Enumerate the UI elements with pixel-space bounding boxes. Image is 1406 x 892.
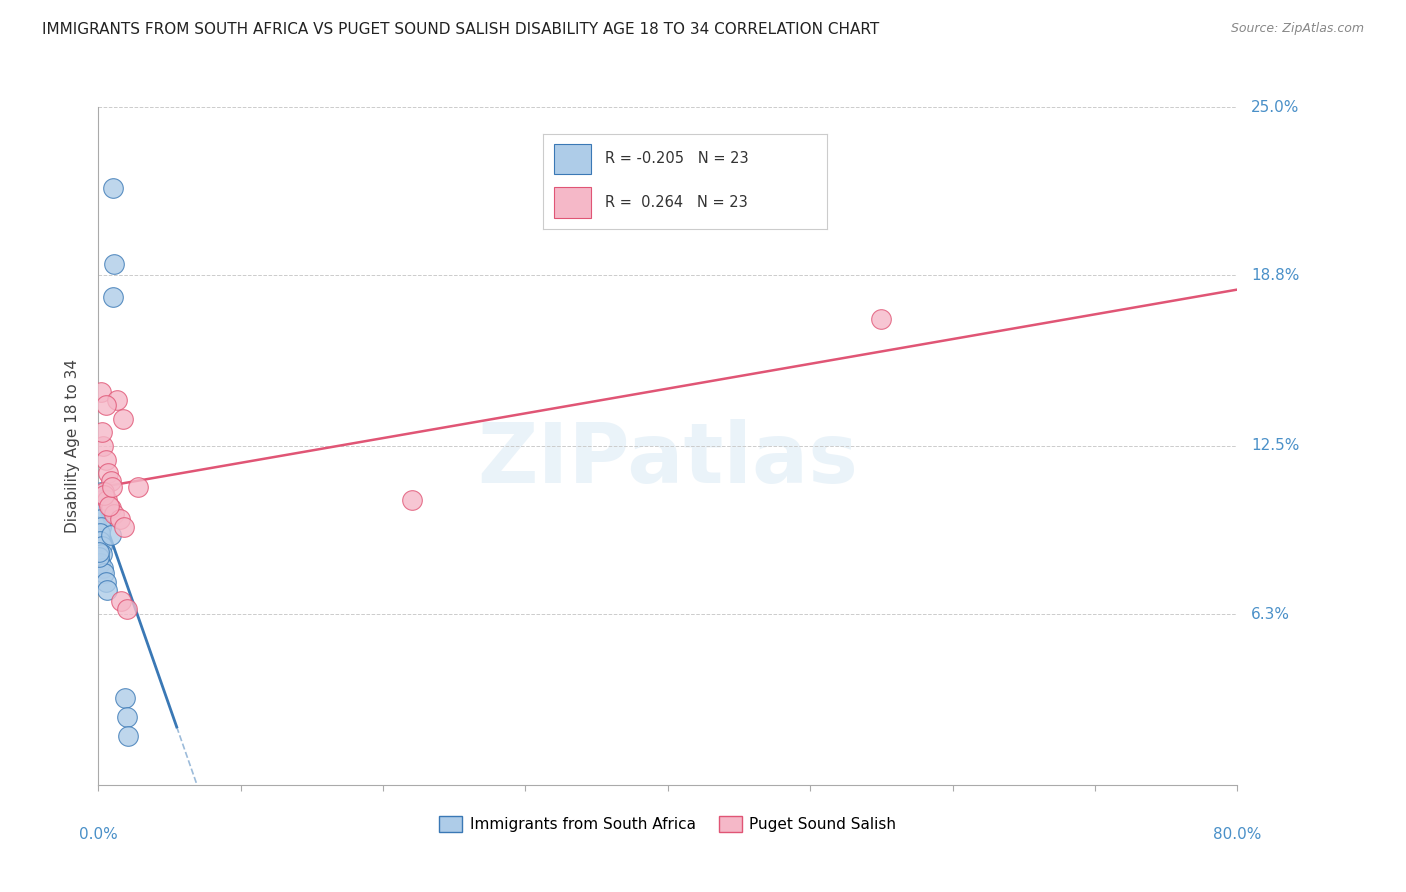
Point bbox=[127, 480, 149, 494]
Text: Source: ZipAtlas.com: Source: ZipAtlas.com bbox=[1230, 22, 1364, 36]
Point bbox=[117, 729, 139, 743]
Point bbox=[90, 520, 112, 534]
Point bbox=[93, 566, 115, 581]
Point bbox=[94, 574, 117, 589]
Point bbox=[90, 539, 112, 553]
Point bbox=[110, 593, 132, 607]
Point bbox=[93, 488, 115, 502]
Point bbox=[98, 499, 121, 513]
Point bbox=[90, 384, 112, 399]
Point bbox=[870, 311, 893, 326]
Legend: Immigrants from South Africa, Puget Sound Salish: Immigrants from South Africa, Puget Soun… bbox=[433, 810, 903, 838]
Point bbox=[103, 290, 125, 304]
Point bbox=[112, 520, 135, 534]
Point bbox=[94, 452, 117, 467]
Point bbox=[97, 466, 120, 480]
Point bbox=[89, 525, 111, 540]
Point bbox=[91, 548, 114, 562]
Point bbox=[401, 493, 423, 508]
Point bbox=[100, 501, 122, 516]
Point bbox=[114, 691, 136, 706]
Point bbox=[89, 533, 111, 548]
Point bbox=[100, 528, 122, 542]
Text: 80.0%: 80.0% bbox=[1213, 827, 1261, 842]
Y-axis label: Disability Age 18 to 34: Disability Age 18 to 34 bbox=[65, 359, 80, 533]
Point bbox=[103, 507, 125, 521]
Point bbox=[93, 561, 115, 575]
Point bbox=[105, 392, 128, 407]
Point bbox=[103, 257, 125, 271]
Point bbox=[100, 475, 122, 489]
Point bbox=[90, 485, 112, 500]
Text: 6.3%: 6.3% bbox=[1251, 607, 1291, 622]
Text: 0.0%: 0.0% bbox=[79, 827, 118, 842]
Point bbox=[90, 512, 112, 526]
Point bbox=[93, 485, 115, 500]
Point bbox=[96, 493, 118, 508]
Point bbox=[93, 439, 115, 453]
Point bbox=[111, 412, 134, 426]
Text: IMMIGRANTS FROM SOUTH AFRICA VS PUGET SOUND SALISH DISABILITY AGE 18 TO 34 CORRE: IMMIGRANTS FROM SOUTH AFRICA VS PUGET SO… bbox=[42, 22, 879, 37]
Point bbox=[91, 501, 114, 516]
Text: ZIPatlas: ZIPatlas bbox=[478, 419, 858, 500]
Point bbox=[89, 550, 111, 565]
Text: 25.0%: 25.0% bbox=[1251, 100, 1299, 114]
Point bbox=[91, 425, 114, 440]
Point bbox=[89, 556, 111, 570]
Point bbox=[89, 545, 111, 559]
Point bbox=[115, 601, 138, 615]
Point bbox=[108, 512, 131, 526]
Point bbox=[101, 480, 124, 494]
Text: 12.5%: 12.5% bbox=[1251, 439, 1299, 453]
Point bbox=[115, 710, 138, 724]
Point bbox=[91, 493, 114, 508]
Point bbox=[96, 398, 118, 412]
Point bbox=[96, 582, 118, 597]
Text: 18.8%: 18.8% bbox=[1251, 268, 1299, 283]
Point bbox=[101, 181, 124, 195]
